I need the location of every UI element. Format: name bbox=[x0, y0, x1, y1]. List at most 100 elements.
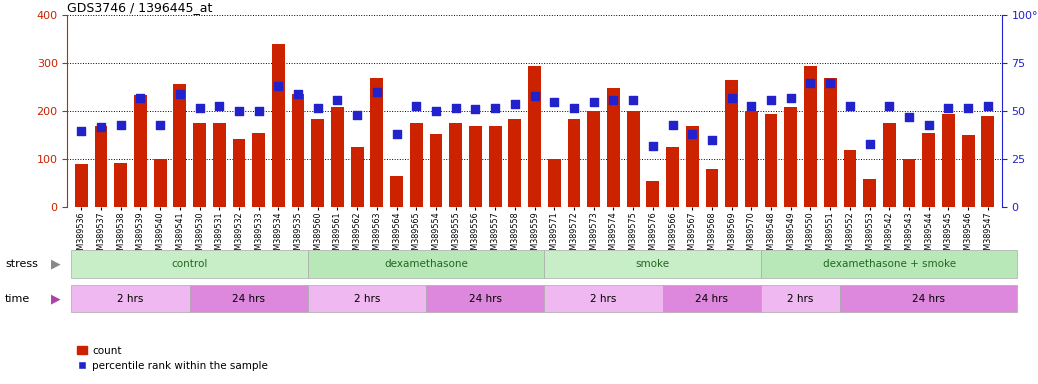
Bar bbox=[509, 119, 521, 207]
Bar bbox=[351, 147, 363, 207]
Bar bbox=[686, 126, 699, 207]
Point bbox=[73, 127, 89, 134]
Point bbox=[368, 89, 385, 95]
Text: ▶: ▶ bbox=[51, 292, 60, 305]
Text: 2 hrs: 2 hrs bbox=[591, 293, 617, 304]
Point bbox=[132, 95, 148, 101]
Bar bbox=[761, 285, 840, 313]
Point bbox=[743, 103, 760, 109]
Bar bbox=[190, 285, 308, 313]
Bar bbox=[308, 250, 544, 278]
Bar bbox=[607, 88, 620, 207]
Bar bbox=[410, 123, 422, 207]
Text: GDS3746 / 1396445_at: GDS3746 / 1396445_at bbox=[67, 1, 213, 14]
Bar bbox=[213, 123, 225, 207]
Bar bbox=[252, 133, 265, 207]
Text: 24 hrs: 24 hrs bbox=[912, 293, 946, 304]
Point bbox=[171, 91, 188, 97]
Bar bbox=[824, 78, 837, 207]
Point bbox=[960, 104, 977, 111]
Bar bbox=[154, 159, 166, 207]
Text: 24 hrs: 24 hrs bbox=[233, 293, 266, 304]
Bar bbox=[662, 285, 761, 313]
Point bbox=[191, 104, 208, 111]
Bar bbox=[844, 150, 856, 207]
Point bbox=[940, 104, 957, 111]
Text: 2 hrs: 2 hrs bbox=[117, 293, 143, 304]
Bar bbox=[804, 66, 817, 207]
Text: time: time bbox=[5, 293, 30, 304]
Bar bbox=[427, 285, 544, 313]
Bar bbox=[449, 123, 462, 207]
Bar bbox=[883, 123, 896, 207]
Bar bbox=[134, 94, 146, 207]
Bar bbox=[292, 94, 304, 207]
Point bbox=[526, 93, 543, 99]
Bar bbox=[72, 285, 190, 313]
Bar bbox=[528, 66, 541, 207]
Bar bbox=[761, 250, 1017, 278]
Bar bbox=[745, 111, 758, 207]
Bar bbox=[647, 181, 659, 207]
Bar bbox=[233, 139, 245, 207]
Bar bbox=[903, 159, 916, 207]
Bar bbox=[72, 250, 308, 278]
Bar bbox=[840, 285, 1017, 313]
Text: 2 hrs: 2 hrs bbox=[354, 293, 380, 304]
Point bbox=[921, 122, 937, 128]
Point bbox=[842, 103, 858, 109]
Bar bbox=[311, 119, 324, 207]
Bar bbox=[308, 285, 427, 313]
Point bbox=[507, 101, 523, 107]
Text: 24 hrs: 24 hrs bbox=[695, 293, 729, 304]
Bar bbox=[962, 136, 975, 207]
Point bbox=[704, 137, 720, 143]
Bar bbox=[627, 111, 639, 207]
Point bbox=[428, 108, 444, 114]
Point bbox=[566, 104, 582, 111]
Bar bbox=[544, 285, 662, 313]
Bar bbox=[193, 123, 206, 207]
Text: control: control bbox=[171, 259, 208, 269]
Point bbox=[408, 103, 425, 109]
Point bbox=[822, 79, 839, 86]
Bar bbox=[272, 44, 284, 207]
Point bbox=[250, 108, 267, 114]
Bar bbox=[726, 80, 738, 207]
Text: ▶: ▶ bbox=[51, 258, 60, 270]
Point bbox=[447, 104, 464, 111]
Point bbox=[546, 99, 563, 105]
Bar bbox=[114, 163, 127, 207]
Bar bbox=[75, 164, 87, 207]
Point bbox=[585, 99, 602, 105]
Text: dexamethasone + smoke: dexamethasone + smoke bbox=[823, 259, 956, 269]
Bar bbox=[864, 179, 876, 207]
Bar bbox=[390, 176, 403, 207]
Bar bbox=[588, 111, 600, 207]
Text: dexamethasone: dexamethasone bbox=[384, 259, 468, 269]
Bar bbox=[544, 250, 761, 278]
Point bbox=[783, 95, 799, 101]
Bar bbox=[331, 107, 344, 207]
Bar bbox=[785, 107, 797, 207]
Bar bbox=[94, 126, 107, 207]
Point bbox=[92, 124, 109, 130]
Point bbox=[309, 104, 326, 111]
Legend: count, percentile rank within the sample: count, percentile rank within the sample bbox=[73, 341, 273, 375]
Point bbox=[881, 103, 898, 109]
Point bbox=[684, 131, 701, 137]
Point bbox=[388, 131, 405, 137]
Point bbox=[211, 103, 227, 109]
Point bbox=[230, 108, 247, 114]
Point bbox=[862, 141, 878, 147]
Point bbox=[112, 122, 129, 128]
Bar bbox=[923, 133, 935, 207]
Text: 24 hrs: 24 hrs bbox=[469, 293, 501, 304]
Text: 2 hrs: 2 hrs bbox=[788, 293, 814, 304]
Point bbox=[763, 97, 780, 103]
Point bbox=[467, 106, 484, 113]
Point bbox=[723, 95, 740, 101]
Point bbox=[605, 97, 622, 103]
Bar bbox=[430, 134, 442, 207]
Point bbox=[802, 79, 819, 86]
